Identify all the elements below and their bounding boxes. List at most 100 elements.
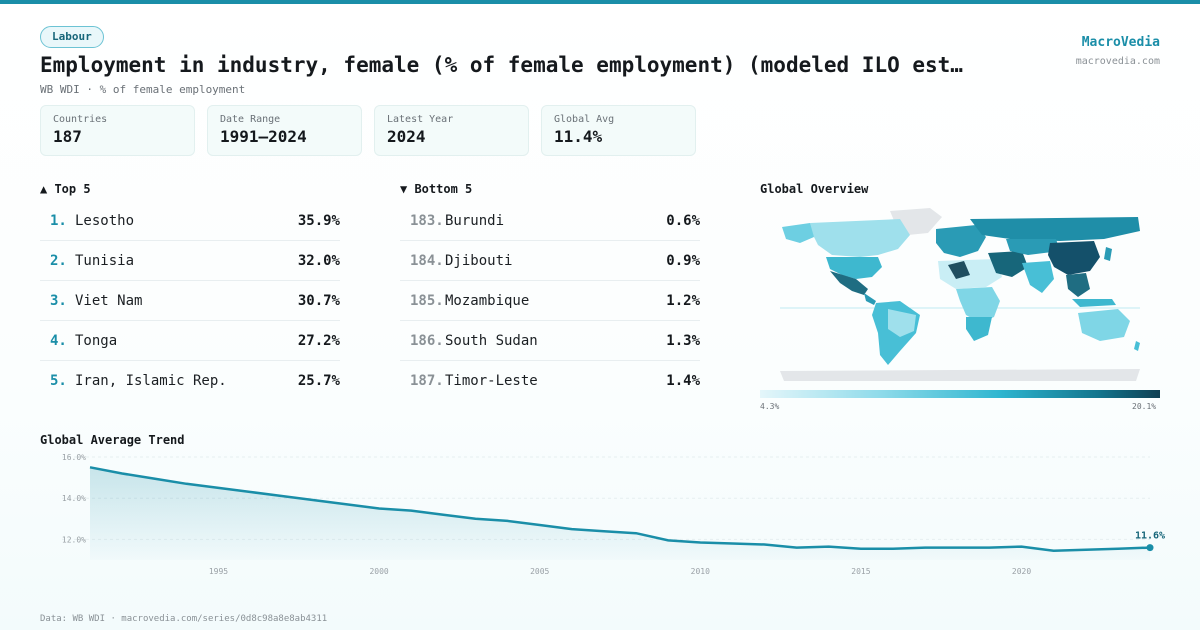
- trend-heading: Global Average Trend: [40, 433, 185, 447]
- list-item[interactable]: 187. Timor-Leste 1.4%: [400, 361, 700, 401]
- x-tick-label: 2015: [851, 567, 870, 576]
- legend-min-label: 4.3%: [760, 402, 780, 411]
- map-region-mexico[interactable]: [830, 271, 868, 295]
- country-value: 1.2%: [666, 293, 700, 309]
- rank-number: 5.: [50, 373, 67, 389]
- world-choropleth-map[interactable]: [760, 205, 1160, 385]
- rank-number: 183.: [410, 213, 444, 229]
- stat-card-date-range: Date Range 1991–2024: [207, 105, 362, 156]
- country-name: Lesotho: [75, 213, 135, 229]
- map-region-alaska[interactable]: [782, 223, 814, 243]
- x-tick-label: 2010: [691, 567, 710, 576]
- map-legend-gradient: [760, 390, 1160, 398]
- stat-value: 187: [53, 127, 82, 146]
- stat-label: Global Avg: [554, 114, 615, 125]
- rank-number: 4.: [50, 333, 67, 349]
- list-item[interactable]: 5. Iran, Islamic Rep. 25.7%: [40, 361, 340, 401]
- global-average-trend-chart[interactable]: 12.0%14.0%16.0%1995 2000 2005 2010 2015 2020 …: [0, 450, 1200, 580]
- map-region-central-asia[interactable]: [1006, 239, 1060, 255]
- country-value: 30.7%: [297, 293, 340, 309]
- list-item[interactable]: 186. South Sudan 1.3%: [400, 321, 700, 361]
- country-name: Viet Nam: [75, 293, 143, 309]
- map-region-japan[interactable]: [1104, 247, 1112, 261]
- map-region-russia[interactable]: [970, 217, 1140, 241]
- country-name: Timor-Leste: [445, 373, 538, 389]
- country-value: 1.3%: [666, 333, 700, 349]
- x-tick-label: 2000: [369, 567, 388, 576]
- list-item[interactable]: 185. Mozambique 1.2%: [400, 281, 700, 321]
- list-item[interactable]: 4. Tonga 27.2%: [40, 321, 340, 361]
- map-region-indonesia[interactable]: [1072, 299, 1116, 307]
- brand-url[interactable]: macrovedia.com: [1075, 56, 1160, 67]
- stat-card-countries: Countries 187: [40, 105, 195, 156]
- map-region-brazil[interactable]: [888, 309, 916, 337]
- trend-end-label: 11.6%: [1135, 531, 1165, 542]
- rank-number: 3.: [50, 293, 67, 309]
- stat-card-latest-year: Latest Year 2024: [374, 105, 529, 156]
- country-name: Tunisia: [75, 253, 135, 269]
- page-subtitle: WB WDI · % of female employment: [40, 83, 246, 96]
- y-tick-label: 12.0%: [62, 535, 86, 544]
- map-heading: Global Overview: [760, 182, 869, 196]
- map-region-canada[interactable]: [810, 219, 910, 257]
- stat-label: Latest Year: [387, 114, 454, 125]
- map-region-sahel[interactable]: [948, 261, 970, 279]
- map-region-south-asia[interactable]: [1022, 261, 1054, 293]
- list-item[interactable]: 183. Burundi 0.6%: [400, 201, 700, 241]
- rank-number: 2.: [50, 253, 67, 269]
- stat-value: 1991–2024: [220, 127, 307, 146]
- bottom-5-list: 183. Burundi 0.6% 184. Djibouti 0.9% 185…: [400, 201, 700, 401]
- country-value: 32.0%: [297, 253, 340, 269]
- category-tag[interactable]: Labour: [40, 26, 104, 48]
- brand-logo[interactable]: MacroVedia: [1081, 35, 1160, 50]
- rank-number: 1.: [50, 213, 67, 229]
- trend-line[interactable]: [89, 466, 1151, 552]
- map-region-usa[interactable]: [826, 257, 882, 279]
- map-region-europe[interactable]: [936, 225, 986, 257]
- country-value: 1.4%: [666, 373, 700, 389]
- country-name: Tonga: [75, 333, 118, 349]
- list-item[interactable]: 3. Viet Nam 30.7%: [40, 281, 340, 321]
- rank-number: 186.: [410, 333, 444, 349]
- stat-value: 2024: [387, 127, 426, 146]
- map-region-southeast-asia[interactable]: [1066, 273, 1090, 297]
- stat-card-global-avg: Global Avg 11.4%: [541, 105, 696, 156]
- country-value: 27.2%: [297, 333, 340, 349]
- country-value: 35.9%: [297, 213, 340, 229]
- country-name: South Sudan: [445, 333, 538, 349]
- top-5-heading: ▲ Top 5: [40, 182, 91, 196]
- map-region-southern-africa[interactable]: [966, 317, 992, 341]
- stat-label: Countries: [53, 114, 108, 125]
- top-5-list: 1. Lesotho 35.9% 2. Tunisia 32.0% 3. Vie…: [40, 201, 340, 401]
- map-region-china[interactable]: [1048, 241, 1100, 275]
- trend-area-fill: [90, 467, 1150, 560]
- map-region-new-zealand[interactable]: [1134, 341, 1140, 351]
- rank-number: 184.: [410, 253, 444, 269]
- y-tick-label: 14.0%: [62, 494, 86, 503]
- map-region-central-africa[interactable]: [956, 287, 1000, 323]
- country-name: Mozambique: [445, 293, 530, 309]
- country-name: Djibouti: [445, 253, 513, 269]
- rank-number: 185.: [410, 293, 444, 309]
- top-accent-bar: [0, 0, 1200, 4]
- list-item[interactable]: 1. Lesotho 35.9%: [40, 201, 340, 241]
- list-item[interactable]: 184. Djibouti 0.9%: [400, 241, 700, 281]
- map-region-middle-east[interactable]: [988, 251, 1028, 277]
- stat-value: 11.4%: [554, 127, 603, 146]
- map-region-australia[interactable]: [1078, 309, 1130, 341]
- legend-max-label: 20.1%: [1132, 402, 1157, 411]
- page-title: Employment in industry, female (% of fem…: [40, 53, 963, 77]
- country-name: Iran, Islamic Rep.: [75, 373, 227, 389]
- country-name: Burundi: [445, 213, 505, 229]
- trend-end-point[interactable]: [1146, 544, 1154, 552]
- x-tick-label: 1995: [209, 567, 228, 576]
- country-value: 0.9%: [666, 253, 700, 269]
- country-value: 25.7%: [297, 373, 340, 389]
- stat-label: Date Range: [220, 114, 281, 125]
- map-region-central-america[interactable]: [864, 293, 876, 305]
- map-region-antarctica[interactable]: [780, 369, 1140, 381]
- rank-number: 187.: [410, 373, 444, 389]
- list-item[interactable]: 2. Tunisia 32.0%: [40, 241, 340, 281]
- country-value: 0.6%: [666, 213, 700, 229]
- bottom-5-heading: ▼ Bottom 5: [400, 182, 473, 196]
